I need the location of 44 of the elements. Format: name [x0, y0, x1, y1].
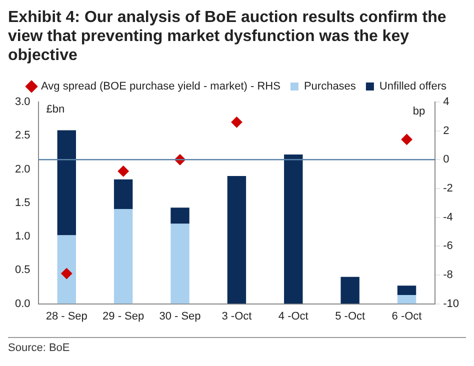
- x-tick-label: 28 - Sep: [46, 310, 88, 322]
- y-tick-label: 3.0: [14, 96, 30, 108]
- legend-label: Unfilled offers: [379, 80, 447, 93]
- y2-axis-title: bp: [412, 106, 426, 118]
- y-tick-label: 0.0: [14, 298, 30, 310]
- bar: [397, 295, 416, 304]
- y2-tick-label: -2: [443, 182, 453, 195]
- y-tick-label: 0.5: [14, 264, 30, 276]
- bar: [57, 130, 76, 236]
- y2-tick-label: -10: [443, 298, 460, 310]
- bar: [227, 176, 246, 304]
- x-tick-label: 29 - Sep: [102, 310, 144, 322]
- y-tick-label: 2.0: [14, 163, 30, 176]
- point: [118, 166, 129, 177]
- x-tick-label: 30 - Sep: [159, 310, 201, 322]
- bar: [170, 224, 190, 304]
- y-tick-label: 2.5: [14, 130, 30, 142]
- y-tick-label: 1.5: [14, 196, 30, 209]
- y2-tick-label: -6: [443, 240, 453, 252]
- legend-label: Purchases: [304, 80, 356, 93]
- bar: [114, 208, 133, 304]
- y2-tick-label: -4: [443, 211, 453, 224]
- bar: [397, 286, 416, 296]
- bar: [57, 235, 76, 304]
- y2-tick-label: 4: [443, 96, 450, 108]
- x-tick-label: 5 -Oct: [335, 310, 366, 322]
- legend-label: Avg spread (BOE purchase yield - market) - RHS: [41, 80, 280, 93]
- y2-tick-label: -8: [443, 269, 453, 282]
- bar: [114, 179, 133, 209]
- bar: [170, 208, 190, 224]
- y-tick-label: 1.0: [14, 230, 30, 243]
- point: [61, 268, 72, 280]
- point: [401, 134, 412, 145]
- chart-title: Exhibit 4: Our analysis of BoE auction results confirm the view that preventing market dysfunction was the key objective: [8, 8, 448, 65]
- x-tick-label: 6 -Oct: [392, 310, 422, 322]
- source-note: Source: BoE: [8, 342, 71, 354]
- x-tick-label: 3 -Oct: [222, 310, 252, 322]
- point: [231, 116, 242, 128]
- bar: [340, 276, 360, 304]
- y2-tick-label: 2: [443, 124, 450, 137]
- y-axis-title: £bn: [46, 104, 65, 116]
- bar: [284, 154, 303, 304]
- x-tick-label: 4 -Oct: [278, 310, 308, 322]
- y2-tick-label: 0: [443, 154, 450, 166]
